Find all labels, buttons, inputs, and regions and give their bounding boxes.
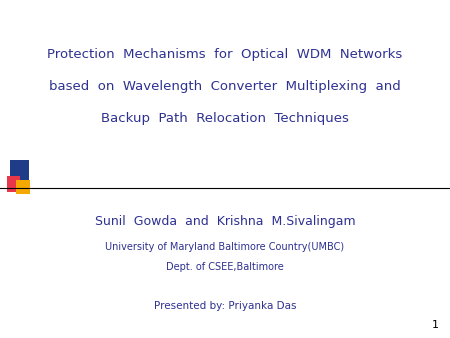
Text: Dept. of CSEE,Baltimore: Dept. of CSEE,Baltimore xyxy=(166,262,284,272)
Text: 1: 1 xyxy=(432,319,439,330)
Bar xyxy=(7,176,20,192)
Bar xyxy=(16,180,30,194)
Text: University of Maryland Baltimore Country(UMBC): University of Maryland Baltimore Country… xyxy=(105,242,345,252)
Text: Sunil  Gowda  and  Krishna  M.Sivalingam: Sunil Gowda and Krishna M.Sivalingam xyxy=(94,215,356,228)
Bar xyxy=(10,160,29,184)
Text: Protection  Mechanisms  for  Optical  WDM  Networks: Protection Mechanisms for Optical WDM Ne… xyxy=(47,48,403,61)
Text: Backup  Path  Relocation  Techniques: Backup Path Relocation Techniques xyxy=(101,112,349,125)
Text: based  on  Wavelength  Converter  Multiplexing  and: based on Wavelength Converter Multiplexi… xyxy=(49,80,401,93)
Text: Presented by: Priyanka Das: Presented by: Priyanka Das xyxy=(154,301,296,311)
